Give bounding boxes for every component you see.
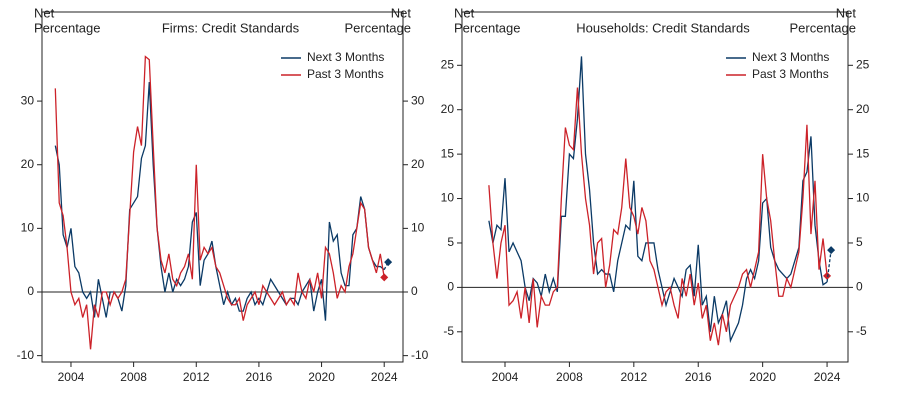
x-tick-label: 2024 [814,370,841,384]
y2-tick-label: -5 [856,324,867,338]
legend-label: Next 3 Months [752,50,829,64]
y-axis-label: Net [454,5,475,20]
y2-tick-label: 25 [856,57,870,71]
y-tick-label: 10 [441,191,455,205]
y2-tick-label: 20 [856,102,870,116]
y-tick-label: 20 [21,157,35,171]
y2-axis-label: Percentage [790,20,857,35]
y-tick-label: 20 [441,102,455,116]
series-line [488,87,828,346]
y2-tick-label: 10 [856,191,870,205]
x-tick-label: 2004 [492,370,519,384]
end-marker [827,246,836,255]
y2-tick-label: 0 [856,280,863,294]
legend-label: Past 3 Months [752,67,829,81]
y-tick-label: -5 [443,324,454,338]
y-tick-label: 25 [441,57,455,71]
x-tick-label: 2008 [120,370,147,384]
y-tick-label: -10 [17,348,35,362]
series-line [54,81,385,321]
y-tick-label: 0 [27,284,34,298]
series-line [54,55,385,350]
y-axis-label: Percentage [454,20,521,35]
chart-title: Households: Credit Standards [576,20,750,35]
x-tick-label: 2012 [620,370,647,384]
x-tick-label: 2016 [685,370,712,384]
y-tick-label: 10 [21,221,35,235]
y2-axis-label: Percentage [345,20,412,35]
y2-axis-label: Net [391,5,412,20]
y2-tick-label: 10 [411,221,425,235]
series-line [488,56,828,344]
forecast-line [826,249,832,283]
y2-tick-label: 15 [856,146,870,160]
y2-tick-label: 5 [856,235,863,249]
plot-frame [461,11,849,363]
chart-title: Firms: Credit Standards [162,20,300,35]
y-tick-label: 5 [447,235,454,249]
x-tick-label: 2012 [183,370,210,384]
x-tick-label: 2020 [749,370,776,384]
y-tick-label: 15 [441,146,455,160]
x-tick-label: 2004 [58,370,85,384]
x-tick-label: 2024 [371,370,398,384]
y2-tick-label: 30 [411,93,425,107]
plot-frame [41,11,404,363]
y2-tick-label: 20 [411,157,425,171]
y-tick-label: 30 [21,93,35,107]
y-axis-label: Net [34,5,55,20]
x-tick-label: 2016 [246,370,273,384]
end-marker [823,271,832,280]
end-marker [380,273,389,282]
y2-tick-label: -10 [411,348,429,362]
y2-tick-label: 0 [411,284,418,298]
y-axis-label: Percentage [34,20,101,35]
y2-axis-label: Net [836,5,857,20]
legend-label: Past 3 Months [307,67,384,81]
x-tick-label: 2020 [308,370,335,384]
x-tick-label: 2008 [556,370,583,384]
end-marker [384,258,393,267]
legend-label: Next 3 Months [307,50,384,64]
y-tick-label: 0 [447,280,454,294]
